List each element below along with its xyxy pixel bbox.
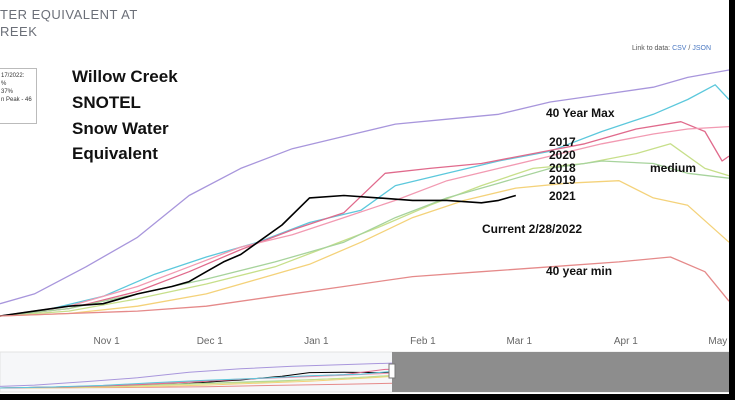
series-line [0, 143, 730, 317]
navigator-handle[interactable] [388, 363, 396, 379]
chart-title-line1: Willow Creek [72, 67, 178, 86]
x-tick-label: May 1 [708, 336, 735, 347]
label-2017: 2017 [549, 135, 576, 149]
link-separator: / [688, 45, 691, 52]
label-medium: medium [650, 161, 696, 175]
series-line [0, 125, 730, 317]
series-line [0, 180, 730, 317]
legend-line-4: n Peak - 46 [1, 97, 32, 103]
x-tick-label: Nov 1 [94, 336, 121, 347]
data-link-label: Link to data: [631, 45, 671, 52]
json-link[interactable]: JSON [692, 45, 711, 52]
x-axis-ticks: Nov 1 Dec 1 Jan 1 Feb 1 Mar 1 Apr 1 May 1 [94, 336, 735, 347]
label-2020: 2020 [549, 148, 576, 162]
legend-line-2: % [1, 81, 7, 87]
series-line [0, 194, 517, 317]
annotations: Willow Creek SNOTEL Snow Water Equivalen… [72, 67, 696, 278]
navigator-mask [392, 352, 729, 392]
x-tick-label: Dec 1 [197, 336, 224, 347]
navigator[interactable] [0, 351, 730, 393]
bottom-edge-bar [0, 394, 735, 400]
legend-line-1: 17/2022: [1, 73, 25, 79]
label-2021: 2021 [549, 189, 576, 203]
label-40-year-min: 40 year min [546, 264, 612, 278]
x-tick-label: Apr 1 [614, 336, 638, 347]
label-2019: 2019 [549, 173, 576, 187]
series-line [0, 69, 730, 305]
series-line [0, 256, 730, 317]
chart-title-line2: SNOTEL [72, 93, 141, 112]
csv-link[interactable]: CSV [672, 45, 687, 52]
page-title-line1: TER EQUIVALENT AT [0, 7, 138, 22]
label-2018: 2018 [549, 161, 576, 175]
data-link: Link to data: CSV / JSON [632, 45, 711, 52]
label-current: Current 2/28/2022 [482, 222, 582, 236]
page-title-line2: REEK [0, 24, 38, 39]
chart-title-line4: Equivalent [72, 144, 158, 163]
right-edge-bar [729, 0, 735, 400]
series-line [0, 160, 730, 317]
legend-line-3: 37% [1, 89, 14, 95]
series-layer [0, 69, 730, 317]
label-40-year-max: 40 Year Max [546, 106, 615, 120]
x-tick-label: Jan 1 [304, 336, 329, 347]
x-tick-label: Mar 1 [506, 336, 532, 347]
x-tick-label: Feb 1 [410, 336, 436, 347]
series-line [0, 84, 730, 317]
series-line [0, 121, 730, 317]
tooltip-legend-box: 17/2022: % 37% n Peak - 46 [0, 68, 37, 124]
chart-title-line3: Snow Water [72, 119, 169, 138]
